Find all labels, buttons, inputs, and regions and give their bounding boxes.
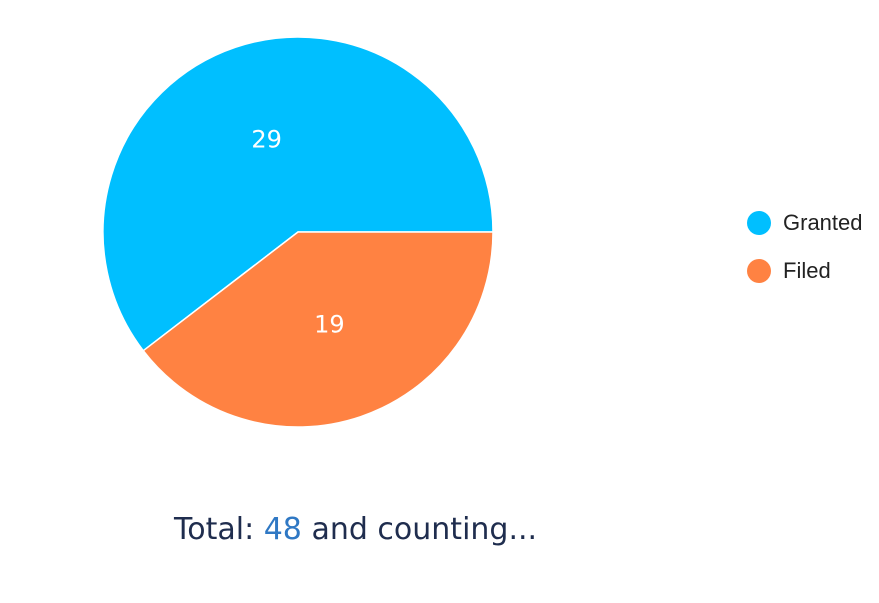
legend-swatch-filed bbox=[747, 259, 771, 283]
legend: Granted Filed bbox=[747, 199, 863, 295]
total-count: 48 bbox=[264, 512, 302, 547]
legend-label-filed: Filed bbox=[783, 258, 831, 284]
legend-item-filed[interactable]: Filed bbox=[747, 247, 863, 295]
total-caption: Total: 48 and counting... bbox=[174, 512, 537, 547]
total-prefix: Total: bbox=[174, 512, 254, 547]
pie-label-granted: 29 bbox=[251, 126, 282, 154]
pie-slices bbox=[103, 37, 493, 427]
pie-label-filed: 19 bbox=[314, 310, 345, 338]
legend-item-granted[interactable]: Granted bbox=[747, 199, 863, 247]
legend-swatch-granted bbox=[747, 211, 771, 235]
total-suffix: and counting... bbox=[311, 512, 537, 547]
legend-label-granted: Granted bbox=[783, 210, 863, 236]
